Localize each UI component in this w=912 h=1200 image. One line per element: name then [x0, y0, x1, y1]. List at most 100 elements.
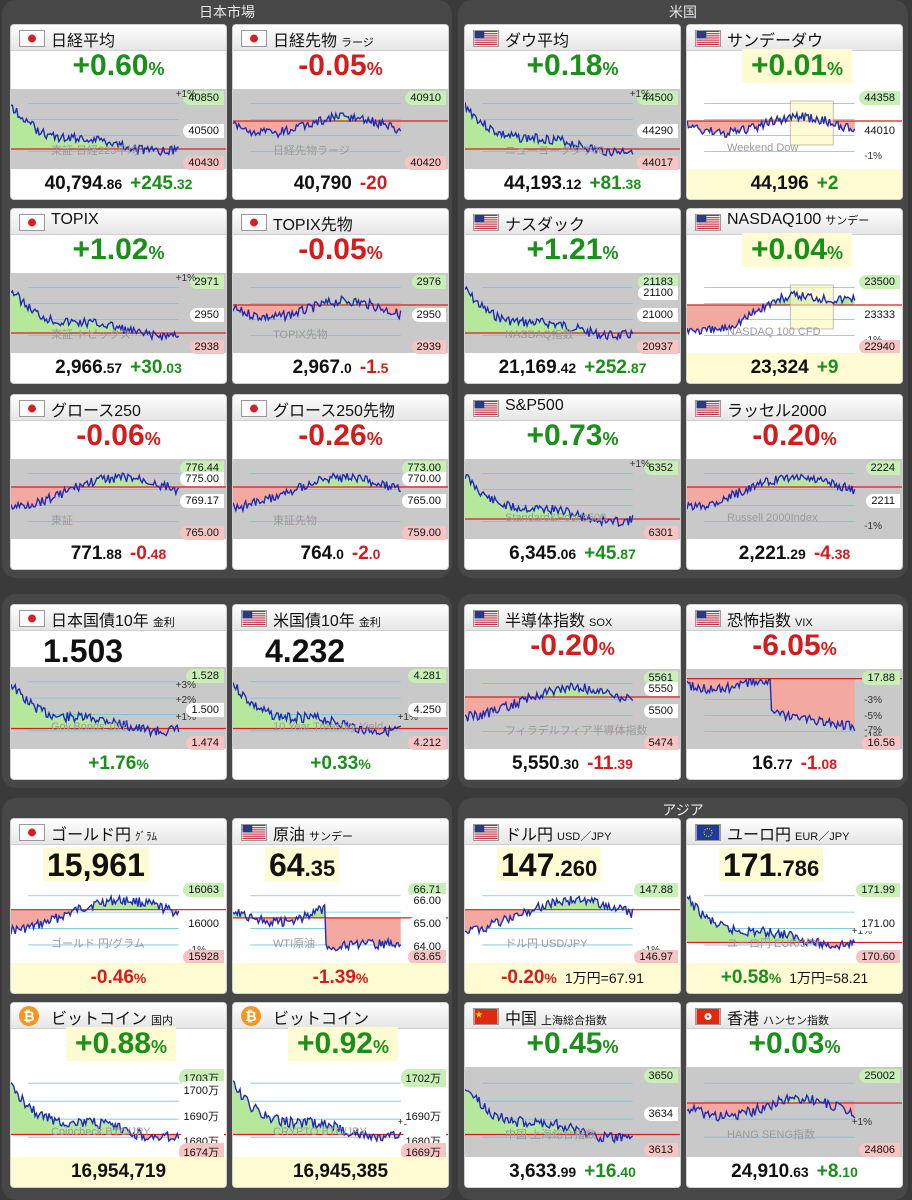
chart-area: [465, 459, 680, 539]
axis-mid-label: 23333: [859, 308, 900, 323]
change-value: +81.38: [589, 173, 641, 194]
percent-gridline-label: +1%: [175, 273, 196, 284]
tile-title-text: 中国: [505, 1011, 538, 1028]
percent-gridline-label: +1%: [629, 89, 650, 100]
price-chart-svg: [687, 894, 902, 951]
change-percent-value: -0.26: [298, 419, 367, 452]
tile-hk[interactable]: 香港 ハンセン指数 +0.03% 25002 +1% 24806 HANG SENG指数 24…: [686, 1002, 903, 1188]
tile-topix[interactable]: TOPIX +1.02% 2971 +1% 2950 2938 東証 トピックス 2,966.…: [10, 208, 227, 384]
tile-nasdaq[interactable]: ナスダック +1.21% 21183 21100 21000 20937 NASDAQ指数 2…: [464, 208, 681, 384]
axis-tick-label: 775.00: [180, 471, 224, 486]
tile-vix[interactable]: 恐怖指数VIX-6.05%17.88-1%-3%-5%-7%16.5616.77…: [686, 604, 903, 780]
tile-growth[interactable]: グロース250 -0.06% 776.44 775.00 769.17 765.00 東証 7…: [10, 394, 227, 570]
chart-area: [465, 669, 680, 749]
tile-header: 米国債10年 金利: [233, 605, 448, 631]
price-chart-svg: [11, 893, 226, 946]
percent-unit: %: [598, 639, 615, 659]
tile-title: ゴールド円 ｸﾞﾗﾑ: [51, 821, 157, 845]
tile-title: 原油 サンデー: [273, 821, 353, 845]
axis-mid-label: 2211: [866, 494, 900, 509]
japan-flag-icon: [19, 824, 45, 841]
tile-header: TOPIX先物: [233, 209, 448, 235]
tile-russell[interactable]: ラッセル2000 -0.20% 2224 2211 -1% Russell 2000Ind…: [686, 394, 903, 570]
tile-sox[interactable]: 半導体指数 SOX -0.20% 5561 5550 5500 5474 フィラデルフィア半導…: [464, 604, 681, 780]
level-decimal: .77: [773, 756, 793, 772]
tile-topixf[interactable]: TOPIX先物 -0.05% 2976 2950 2939 TOPIX先物 2,967.0-…: [232, 208, 449, 384]
percent-unit: %: [602, 429, 619, 449]
axis-low-label: 4.212: [408, 735, 446, 750]
tile-nasdaq100[interactable]: NASDAQ100サンデー+0.04%2350023333-1%22940NAS…: [686, 208, 903, 384]
change-percent: -6.05%: [687, 629, 902, 663]
axis-high-label: 40910: [405, 90, 446, 105]
percent-unit: %: [136, 756, 149, 772]
tile-china[interactable]: 中国 上海総合指数 +0.45% 3650 3634 3613 中国 上海総合指数 3,633…: [464, 1002, 681, 1188]
chart-watermark: 東証先物: [273, 514, 317, 527]
japan-flag-icon: [19, 214, 45, 231]
tile-dow[interactable]: ダウ平均 +0.18% 44500 +1% 44290 44017 ニューヨークダウ30 44…: [464, 24, 681, 200]
change-value: +1.76: [88, 753, 137, 774]
tile-nikkeif[interactable]: 日経先物 ラージ -0.05% 40910 40420 日経先物ラージ 40,790 -20: [232, 24, 449, 200]
change-percent: +1.02%: [11, 233, 226, 267]
current-level: 24,910.63: [731, 1161, 809, 1182]
chart-watermark: 中国 上海総合指数: [505, 1129, 597, 1142]
change-value: -0.20: [501, 967, 545, 988]
change-value: +0.58: [720, 967, 769, 988]
section-title: アジア: [662, 802, 704, 818]
change-percent: -0.20%: [465, 629, 680, 663]
tile-jgb[interactable]: 日本国債10年 金利 1.503 1.528 +3% +2% +1% 1.500 1.474 Go…: [10, 604, 227, 780]
percent-gridline-label: -1%: [864, 521, 882, 533]
tile-eurjpy[interactable]: ユーロ円 EUR／JPY 171.786 171.99 +1% 171.00 170.60 ユ…: [686, 818, 903, 994]
price-chart-svg: [465, 682, 680, 732]
tile-header: グロース250先物: [233, 395, 448, 421]
percent-unit: %: [366, 59, 383, 79]
tile-title: 恐怖指数 VIX: [727, 607, 813, 631]
percent-unit: %: [144, 429, 161, 449]
change-decimal: .32: [172, 176, 193, 192]
tile-footer: 2,221.29 -4.38: [687, 539, 902, 569]
level-decimal: .0: [332, 546, 344, 562]
price-chart-svg: [687, 678, 902, 732]
chart-watermark: HANG SENG指数: [727, 1129, 816, 1142]
tile-title: ナスダック: [505, 211, 585, 235]
chart-watermark: Russell 2000Index: [727, 511, 818, 524]
price-chart-svg: [11, 681, 226, 738]
change-int: -4: [813, 543, 831, 564]
tile-subtitle: ｸﾞﾗﾑ: [135, 831, 158, 843]
change-value: -1.5: [360, 357, 389, 378]
level-value: 40,794: [44, 173, 103, 194]
us-flag-icon: [695, 214, 721, 231]
axis-high-label: 6352: [643, 460, 678, 475]
axis-high-label: 21183: [638, 274, 678, 289]
tile-ust[interactable]: 米国債10年 金利 4.232 4.281 +1% 4.250 4.212 10 Year T…: [232, 604, 449, 780]
chart-watermark: CRYPTO BTC/JPY: [273, 1126, 367, 1139]
tile-title-text: 香港: [727, 1011, 760, 1028]
level-value: 24,910: [731, 1161, 790, 1182]
change-int: -11: [587, 753, 614, 774]
tile-nikkei[interactable]: 日経平均 +0.60% 40850 +1% 40500 40430 東証 日経225平均 40…: [10, 24, 227, 200]
axis-tick-label: 5550: [643, 681, 678, 696]
change-value: +8.10: [817, 1161, 858, 1182]
tile-title-text: 日本国債10年: [51, 613, 149, 630]
level-decimal: .0: [340, 360, 352, 376]
tile-growthf[interactable]: グロース250先物 -0.26% 773.00 770.00 765.00 759.00 東…: [232, 394, 449, 570]
tile-footer: 5,550.30 -11.39: [465, 749, 680, 779]
axis-low-label: 1.474: [186, 735, 224, 750]
japan-flag-icon: [19, 610, 45, 627]
tile-sp500[interactable]: S&P500 +0.73% 6352 +1% 6301 Standard&Poor's50…: [464, 394, 681, 570]
change-percent: +0.01%: [742, 49, 852, 83]
change-value: -0.46: [90, 967, 134, 988]
tile-sundow[interactable]: サンデーダウ +0.01% 44358 44010 -1% Weekend Dow 44,1…: [686, 24, 903, 200]
tile-btc[interactable]: ₿ビットコイン+0.92%1702万+1%1690万1680万1669万CRYP…: [232, 1002, 449, 1188]
tile-btcjp[interactable]: ₿ ビットコイン 国内 +0.88% 1703万 1700万 1690万 1680万 1674万…: [10, 1002, 227, 1188]
tile-oil[interactable]: 原油サンデー64.3566.7166.0065.00-1%64.0063.65W…: [232, 818, 449, 994]
tile-footer: 771.88 -0.48: [11, 539, 226, 569]
axis-mid-label: 16000: [183, 917, 224, 932]
change-int: +45: [584, 543, 617, 564]
tile-title: 香港 ハンセン指数: [727, 1005, 829, 1029]
tile-footer: 3,633.99 +16.40: [465, 1157, 680, 1187]
change-value: +245.32: [130, 173, 192, 194]
change-percent-value: -0.05: [298, 49, 367, 82]
change-percent-value: -0.20: [530, 629, 599, 662]
